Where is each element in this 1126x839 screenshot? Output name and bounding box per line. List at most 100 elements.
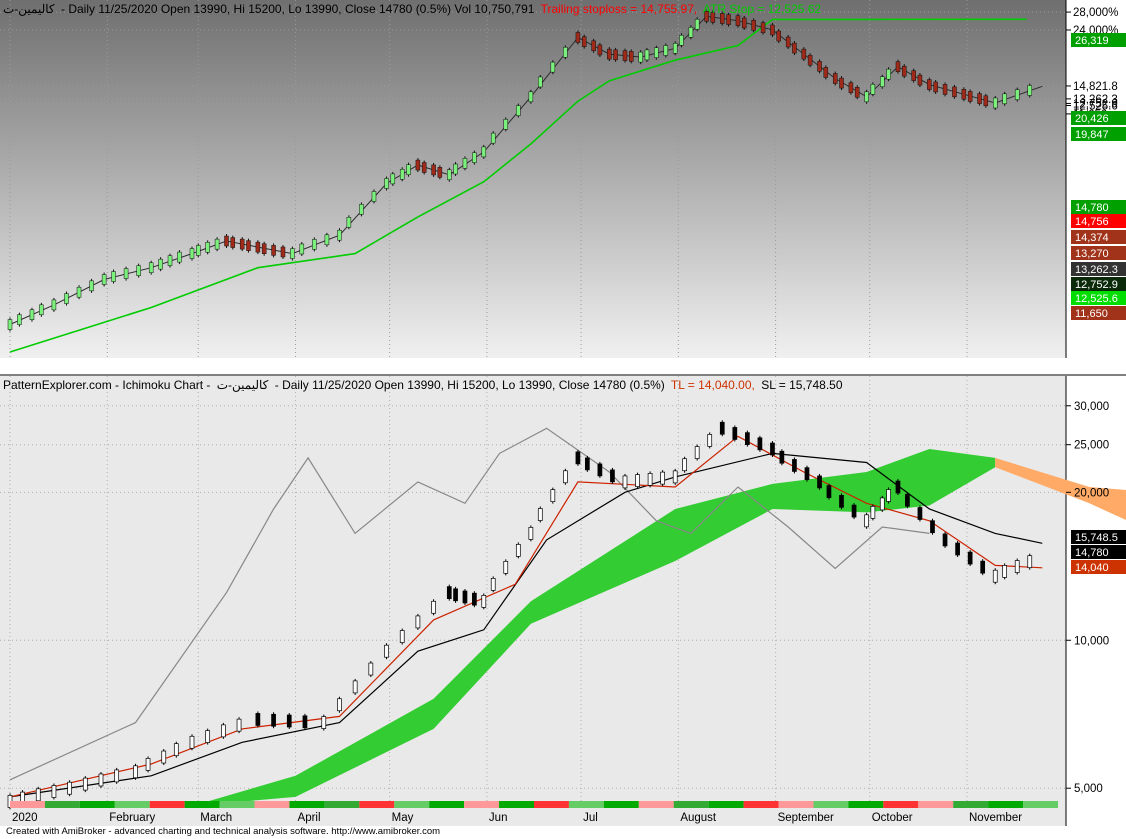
bottom-candle-body xyxy=(917,507,923,520)
top-candle-body xyxy=(64,293,69,304)
top-header-main: - Daily 11/25/2020 Open 13990, Hi 15200,… xyxy=(61,2,535,16)
bottom-panel: 30,000 25,000 20,000 10,000 5,000 15,748.5 14… xyxy=(0,376,1126,826)
bottom-candle-body xyxy=(236,718,242,732)
top-candle-body xyxy=(710,12,716,23)
bottom-series xyxy=(7,420,1126,810)
signal-strip-segment xyxy=(184,801,220,808)
top-value-tag xyxy=(1071,33,1126,47)
signal-strip-segment xyxy=(953,801,989,808)
top-candle-body xyxy=(421,162,427,173)
top-candle-body xyxy=(629,51,634,62)
bottom-candle-body xyxy=(82,777,88,791)
top-candle-body xyxy=(431,164,436,176)
top-candle-body xyxy=(490,132,496,144)
top-candle-body xyxy=(158,258,163,270)
bottom-candle-body xyxy=(886,489,891,502)
top-candle-body xyxy=(704,11,709,22)
top-candle-body xyxy=(694,19,700,30)
top-candle-body xyxy=(607,48,612,60)
bottom-candle-body xyxy=(415,615,421,629)
top-candle-body xyxy=(399,169,405,180)
top-value-tag-label: 13,270 xyxy=(1075,248,1109,260)
bottom-candle-body xyxy=(368,662,374,676)
top-candle-body xyxy=(89,280,94,292)
bottom-candle-body xyxy=(481,594,487,608)
top-candle-body xyxy=(516,105,521,116)
signal-strip-segment xyxy=(918,801,954,808)
top-candle-body xyxy=(359,204,364,215)
top-candle-body xyxy=(224,235,229,247)
signal-strip-segment xyxy=(638,801,674,808)
top-candle-body xyxy=(346,217,352,228)
top-candle-body xyxy=(76,286,82,298)
signal-strip-segment xyxy=(10,801,45,808)
top-header-atr: ATR Stop = 12,525.62 xyxy=(703,2,822,16)
top-candle-body xyxy=(390,173,396,185)
bottom-value-tag xyxy=(1071,530,1126,544)
bottom-candle-body xyxy=(992,569,998,583)
top-candle-body xyxy=(613,49,618,61)
top-value-tag xyxy=(1071,246,1126,260)
top-value-tag-label: 13,262.3 xyxy=(1075,264,1118,276)
top-candle-body xyxy=(817,61,822,72)
signal-strip-segment xyxy=(219,801,255,808)
bottom-candle-body xyxy=(792,459,797,472)
top-value-tag-label: 26,319 xyxy=(1075,35,1109,47)
bottom-candle-body xyxy=(879,497,885,511)
bottom-month-label: October xyxy=(872,812,913,824)
bottom-candle-body xyxy=(1002,565,1008,578)
top-candle-body xyxy=(447,169,452,181)
top-candle-body xyxy=(324,234,330,246)
top-candle-body xyxy=(864,91,869,103)
bottom-candle-body xyxy=(51,785,57,798)
signal-strip-segment xyxy=(464,801,500,808)
bottom-candle-body xyxy=(205,730,211,743)
bottom-month-label: November xyxy=(969,812,1022,824)
bottom-candle-body xyxy=(967,551,973,565)
bottom-candle-body xyxy=(804,467,810,481)
bottom-y-tick-label: 5,000 xyxy=(1074,783,1103,795)
top-candle-body xyxy=(735,15,741,26)
bottom-month-label: September xyxy=(778,812,834,824)
bottom-candle-body xyxy=(584,457,590,471)
top-y-tick-label: 12,525.6 xyxy=(1073,101,1118,113)
top-candle-body xyxy=(880,76,885,87)
top-candle-body xyxy=(462,158,468,169)
top-candle-body xyxy=(801,48,807,60)
top-candle-body xyxy=(17,314,22,325)
bottom-candle-body xyxy=(779,450,785,464)
bottom-candle-body xyxy=(271,713,276,727)
bottom-candle-body xyxy=(515,544,521,557)
top-value-tag xyxy=(1071,262,1126,276)
top-candle-body xyxy=(563,47,568,58)
bottom-candle-body xyxy=(930,520,935,534)
top-value-tag-label: 14,780 xyxy=(1075,202,1109,214)
top-candle-body xyxy=(644,49,650,61)
bottom-month-label: March xyxy=(200,812,232,824)
bottom-candle-body xyxy=(35,788,41,802)
bottom-candle-body xyxy=(453,588,458,602)
top-candle-body xyxy=(751,20,756,31)
top-candle-body xyxy=(472,152,477,163)
top-candle-body xyxy=(679,35,684,46)
top-candle-body xyxy=(688,27,694,38)
bottom-candle-body xyxy=(550,489,556,502)
signal-strip-segment xyxy=(673,801,709,808)
top-candle-body xyxy=(720,13,725,24)
signal-strip-segment xyxy=(883,801,919,808)
top-y-tick-label: 28,000% xyxy=(1073,7,1118,19)
signal-strip-segment xyxy=(254,801,290,808)
top-candle-body xyxy=(977,93,982,104)
top-candle-body xyxy=(246,240,251,251)
signal-strip-segment xyxy=(534,801,569,808)
top-value-tag-label: 14,756 xyxy=(1075,216,1109,228)
bottom-month-label: Jul xyxy=(583,812,598,824)
bottom-candle-body xyxy=(864,514,869,528)
top-candle-body xyxy=(550,61,556,73)
signal-strip-segment xyxy=(289,801,325,808)
signal-strip-segment xyxy=(149,801,185,808)
bottom-candle-body xyxy=(503,561,509,574)
signal-strip-segment xyxy=(79,801,115,808)
signal-strip-segment xyxy=(114,801,150,808)
